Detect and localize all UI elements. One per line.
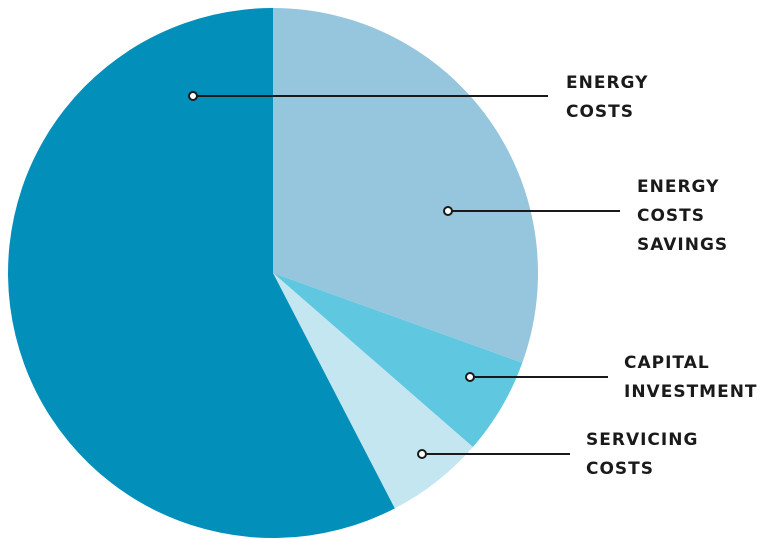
slice-label-line: COSTS [586, 459, 654, 479]
slice-label-line: CAPITAL [624, 353, 710, 373]
leader-marker [443, 206, 453, 216]
slice-label-line: ENERGY [637, 177, 719, 197]
leader-marker [417, 449, 427, 459]
pie-slice-capital-investment [273, 273, 523, 447]
slice-label-line: INVESTMENT [624, 382, 758, 402]
pie-slices [8, 8, 538, 538]
pie-slice-energy-costs [8, 8, 395, 538]
leader-marker [465, 372, 475, 382]
slice-annotation: SERVICING COSTS [417, 430, 698, 479]
slice-label-line: COSTS [566, 102, 634, 122]
slice-annotation: CAPITAL INVESTMENT [465, 353, 758, 402]
slice-label-line: COSTS [637, 206, 705, 226]
slice-annotation: ENERGY COSTS SAVINGS [443, 177, 728, 255]
pie-annotations: ENERGY COSTS SAVINGS CAPITAL INVESTMENT SERVI… [188, 73, 758, 479]
slice-annotation: ENERGY COSTS [188, 73, 648, 122]
slice-label-line: SAVINGS [637, 235, 728, 255]
slice-label-line: ENERGY [566, 73, 648, 93]
slice-label-line: SERVICING [586, 430, 698, 450]
leader-marker [188, 91, 198, 101]
